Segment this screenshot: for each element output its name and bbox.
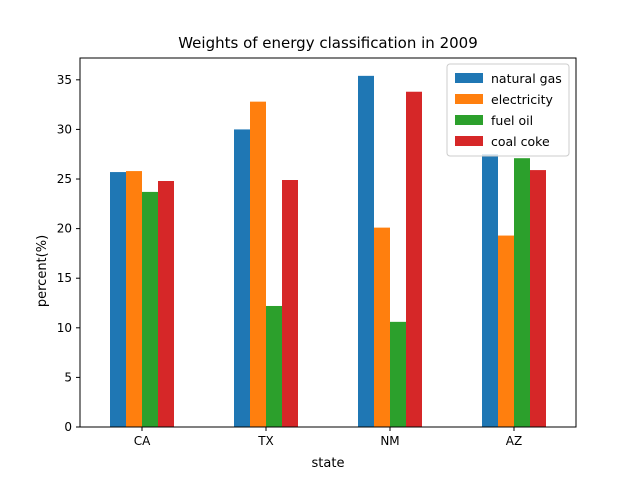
legend-swatch-coal-coke [455,136,483,146]
y-tick-label: 5 [64,370,72,384]
bar-fuel-oil-nm [390,321,406,427]
bar-coal-coke-ca [158,181,174,427]
x-tick-label-az: AZ [506,434,522,448]
bar-coal-coke-az [530,170,546,427]
y-tick-label: 25 [57,172,72,186]
bar-natural-gas-ca [110,172,126,427]
y-tick-label: 35 [57,73,72,87]
bar-electricity-tx [250,101,266,428]
legend-swatch-electricity [455,94,483,104]
bar-natural-gas-tx [234,129,250,428]
bar-natural-gas-nm [358,75,374,427]
plot-frame [79,57,577,428]
legend-swatch-fuel-oil [455,115,483,125]
x-tick-label-ca: CA [134,434,151,448]
legend-label-fuel-oil: fuel oil [491,113,533,128]
y-axis-label: percent(%) [35,235,50,307]
y-tick-label: 20 [57,222,72,236]
chart-title: Weights of energy classification in 2009 [178,34,478,52]
bar-fuel-oil-tx [266,305,282,427]
bar-coal-coke-nm [406,91,422,427]
legend: natural gas electricity fuel oil coal coke [446,63,570,157]
y-tick-label: 0 [64,420,72,434]
x-axis-label: state [312,456,345,471]
legend-swatch-natural-gas [455,73,483,83]
bar-natural-gas-az [482,154,498,427]
bar-coal-coke-tx [282,180,298,427]
bar-electricity-az [498,235,514,427]
y-tick-label: 10 [57,321,72,335]
bar-electricity-nm [374,227,390,427]
bar-electricity-ca [126,171,142,427]
x-tick-label-tx: TX [257,434,274,448]
legend-label-electricity: electricity [491,92,553,107]
bar-fuel-oil-ca [142,191,158,427]
bar-fuel-oil-az [514,158,530,427]
legend-label-natural-gas: natural gas [491,71,562,86]
plot-area: 0 5 10 15 20 25 30 35 CA TX NM AZ [57,57,577,448]
x-tick-label-nm: NM [380,434,399,448]
y-tick-label: 15 [57,271,72,285]
y-tick-label: 30 [57,122,72,136]
legend-label-coal-coke: coal coke [491,134,550,149]
legend-box [446,63,570,157]
